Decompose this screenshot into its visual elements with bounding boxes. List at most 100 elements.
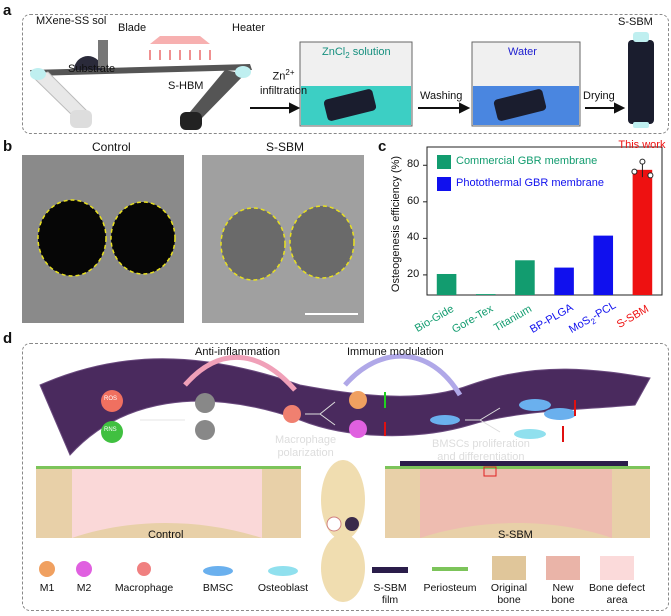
polarization-branch [305, 401, 336, 426]
legend-label: Commercial GBR membrane [456, 155, 598, 167]
ssbm-defect-left [220, 207, 286, 281]
legend-item-periosteum: Periosteum [415, 582, 485, 594]
macrophage-line2: polarization [277, 447, 334, 459]
panel-d-label: d [3, 330, 13, 347]
ssbm-defect-right [289, 205, 355, 279]
ssbm-membrane [39, 358, 651, 456]
scavenging-line1: ROS/RNS [138, 420, 189, 432]
m2-icon-d [349, 420, 367, 438]
zncl2-main: ZnCl [322, 46, 346, 58]
control-defect-area [72, 468, 262, 538]
zn-charge: 2+ [285, 68, 295, 77]
proliferated-bmsc [519, 399, 551, 411]
y-tick-label: 40 [407, 231, 420, 244]
rns-text: RNS [104, 427, 117, 433]
osteoblast-icon [268, 566, 298, 576]
process-arrows [250, 102, 626, 114]
ros-icon [101, 390, 123, 412]
periosteum-icon [432, 567, 468, 571]
bar-gore-tex [475, 294, 496, 295]
legend-line2: bone [551, 594, 575, 606]
m1-icon-d [349, 391, 367, 409]
legend-line1: Bone defect [588, 582, 646, 594]
legend-line1: Original [490, 582, 528, 594]
zncl2-rest: solution [349, 46, 391, 58]
ssbm-film-icon [372, 567, 408, 573]
rat-skull-icon [321, 460, 365, 540]
zn-text: Zn [272, 70, 286, 83]
legend-icons [39, 534, 634, 602]
legend-item-osteoblast: Osteoblast [248, 582, 318, 594]
ros-text: ROS [104, 396, 118, 402]
immune-modulation-arrow [343, 353, 463, 397]
ssbm-new-bone [420, 468, 612, 538]
macrophage-icon [137, 562, 151, 576]
data-point [647, 172, 654, 179]
legend-item-m2-cell: M2 [49, 582, 119, 594]
control-periosteum [36, 466, 301, 469]
legend-line1: S-SBM [373, 582, 407, 594]
ssbm-roll [628, 40, 654, 124]
zncl2-label: ZnCl2 solution [322, 46, 391, 60]
heater-label: Heater [232, 22, 266, 34]
legend-item-ssbm-film: S-SBM film [355, 582, 425, 606]
ssbm-label-a: S-SBM [618, 16, 653, 28]
legend-swatch [437, 177, 451, 191]
immune-modulation-label: Immune modulation [347, 346, 444, 358]
legend-line1: New [552, 582, 574, 594]
scavenged-rns-icon [195, 420, 215, 440]
legend-line2: film [381, 594, 399, 606]
osteoblast-icon-d [514, 429, 546, 439]
membrane-roll-1 [323, 89, 377, 121]
original-bone-icon [492, 556, 526, 580]
mxene-sol-label: MXene-SS sol [36, 15, 107, 27]
bar-mos2-pcl [593, 235, 614, 295]
scavenging-label: ROS/RNS scavenging [136, 410, 192, 446]
macrophage-icon-d [283, 405, 301, 423]
zoom-region-box [483, 466, 497, 477]
y-tick-label: 60 [407, 194, 420, 207]
legend-line1: M1 [39, 582, 55, 594]
zncl2-sub: 2 [345, 51, 350, 61]
shbm-belt [185, 70, 245, 120]
legend-swatch [437, 155, 451, 169]
bmsc-icon [203, 566, 233, 576]
bar-s-sbm [632, 169, 653, 295]
zn-infiltration-label: Zn2+ infiltration [260, 66, 307, 98]
bmsc-line1: BMSCs proliferation [432, 438, 530, 450]
legend-line2: area [606, 594, 628, 606]
chart-plot-frame [426, 146, 663, 296]
shbm-label: S-HBM [168, 80, 204, 92]
ssbm-title-b: S-SBM [266, 140, 305, 154]
membrane-roll-2 [493, 89, 547, 121]
shbm-roll [180, 112, 202, 130]
legend-line2: bone [497, 594, 521, 606]
legend-item-bmsc: BMSC [183, 582, 253, 594]
bmsc-line2: and differentiation [437, 451, 525, 463]
bmsc-label: BMSCs proliferation and differentiation [432, 438, 530, 464]
drying-label: Drying [583, 90, 615, 102]
bar-bp-plga [554, 267, 574, 295]
ssbm-label-d: S-SBM [498, 529, 533, 541]
roller-right [235, 66, 251, 78]
water-label: Water [508, 46, 537, 58]
scavenging-line2: scavenging [136, 433, 192, 445]
macrophage-polarization-label: Macrophage polarization [275, 434, 336, 460]
legend-line1: Macrophage [114, 582, 174, 594]
new-bone-icon [546, 556, 580, 580]
blade-shape [98, 40, 108, 68]
rns-icon [101, 421, 123, 443]
bar-titanium [515, 260, 535, 295]
substrate-roll [70, 110, 92, 128]
legend-item-bone-defect-area: Bone defect area [582, 582, 652, 606]
panel-b-label: b [3, 138, 13, 155]
legend-line1: Periosteum [423, 582, 477, 594]
infiltration-text: infiltration [260, 84, 308, 97]
legend-line1: BMSC [202, 582, 234, 594]
legend-line1: Osteoblast [257, 582, 309, 594]
ssbm-periosteum [385, 466, 650, 469]
